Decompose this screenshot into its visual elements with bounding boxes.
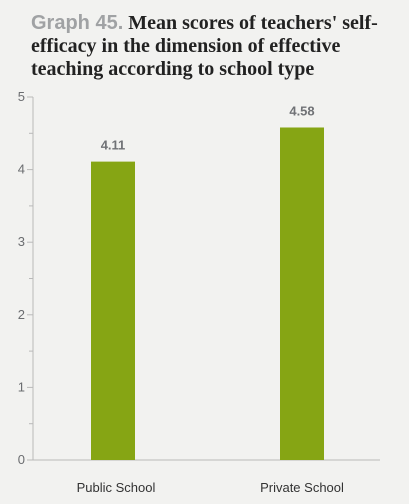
y-tick-label: 1 — [18, 379, 25, 394]
y-tick-label: 0 — [18, 452, 25, 467]
bar — [280, 127, 324, 460]
bar-value-label: 4.11 — [101, 138, 126, 153]
graph-title-text: Mean scores of teachers' self-efficacy i… — [31, 12, 378, 80]
graph-number: Graph 45. — [31, 12, 124, 34]
bar — [91, 161, 135, 460]
bar-value-label: 4.58 — [289, 103, 314, 118]
y-tick-label: 5 — [18, 89, 25, 104]
chart-title: Graph 45. Mean scores of teachers' self-… — [31, 12, 401, 81]
y-tick-label: 2 — [18, 307, 25, 322]
x-category-label: Public School — [77, 480, 156, 495]
y-tick-label: 3 — [18, 234, 25, 249]
x-category-label: Private School — [260, 480, 344, 495]
y-tick-label: 4 — [18, 162, 25, 177]
